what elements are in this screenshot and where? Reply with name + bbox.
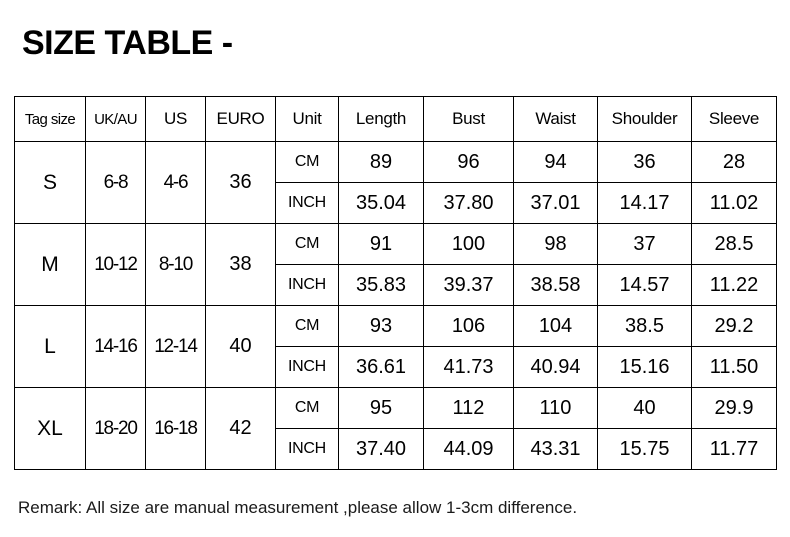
cell-tag-size: XL: [14, 387, 86, 470]
cell-sleeve-inch: 11.77: [691, 428, 777, 470]
cell-us: 8-10: [145, 223, 206, 306]
column-header-unit: Unit: [275, 96, 339, 142]
table-row: M 10-12 8-10 38 CM 91 100 98 37 28.5: [14, 223, 777, 306]
column-header-euro: EURO: [205, 96, 276, 142]
cell-shoulder-inch: 14.17: [597, 182, 692, 224]
table-row: INCH 36.61 41.73 40.94 15.16 11.50: [15, 346, 777, 388]
cell-shoulder-inch: 15.75: [597, 428, 692, 470]
cell-unit-inch: INCH: [275, 264, 339, 306]
header-row: Tag size UK/AU US EURO Unit Length Bust …: [14, 96, 777, 142]
cell-bust-inch: 39.37: [423, 264, 514, 306]
cell-waist-inch: 38.58: [513, 264, 598, 306]
cell-tag-size: M: [14, 223, 86, 306]
cell-euro: 40: [205, 305, 276, 388]
column-header-shoulder: Shoulder: [597, 96, 692, 142]
cell-us: 4-6: [145, 141, 206, 224]
cell-length-inch: 37.40: [338, 428, 424, 470]
page-title: SIZE TABLE -: [22, 24, 233, 62]
column-header-uk-au: UK/AU: [85, 96, 146, 142]
cell-length-cm: 93: [338, 305, 424, 347]
cell-length-cm: 89: [338, 141, 424, 183]
cell-uk-au: 6-8: [85, 141, 146, 224]
column-header-waist: Waist: [513, 96, 598, 142]
cell-bust-cm: 106: [423, 305, 514, 347]
cell-tag-size: L: [14, 305, 86, 388]
table-body: S 6-8 4-6 36 CM 89 96 94 36 28 INCH 35.0…: [14, 141, 777, 470]
cell-unit-inch: INCH: [275, 346, 339, 388]
cell-sleeve-inch: 11.02: [691, 182, 777, 224]
cell-length-inch: 36.61: [338, 346, 424, 388]
cell-waist-cm: 98: [513, 223, 598, 265]
cell-unit-inch: INCH: [275, 428, 339, 470]
table-row: INCH 35.83 39.37 38.58 14.57 11.22: [15, 264, 777, 306]
cell-unit-cm: CM: [275, 223, 339, 265]
cell-uk-au: 14-16: [85, 305, 146, 388]
cell-unit-cm: CM: [275, 305, 339, 347]
cell-bust-inch: 41.73: [423, 346, 514, 388]
cell-length-inch: 35.04: [338, 182, 424, 224]
cell-shoulder-inch: 14.57: [597, 264, 692, 306]
cell-length-cm: 91: [338, 223, 424, 265]
cell-shoulder-cm: 40: [597, 387, 692, 429]
remark-text: Remark: All size are manual measurement …: [18, 498, 578, 517]
cell-euro: 38: [205, 223, 276, 306]
table-row: INCH 35.04 37.80 37.01 14.17 11.02: [15, 182, 777, 224]
size-table-container: Tag size UK/AU US EURO Unit Length Bust …: [14, 96, 777, 470]
cell-bust-inch: 44.09: [423, 428, 514, 470]
table-header: Tag size UK/AU US EURO Unit Length Bust …: [14, 96, 777, 142]
cell-length-inch: 35.83: [338, 264, 424, 306]
cell-sleeve-cm: 29.9: [691, 387, 777, 429]
column-header-bust: Bust: [423, 96, 514, 142]
cell-waist-inch: 40.94: [513, 346, 598, 388]
cell-us: 12-14: [145, 305, 206, 388]
cell-length-cm: 95: [338, 387, 424, 429]
cell-euro: 42: [205, 387, 276, 470]
table-row: INCH 37.40 44.09 43.31 15.75 11.77: [15, 428, 777, 470]
column-header-sleeve: Sleeve: [691, 96, 777, 142]
cell-unit-inch: INCH: [275, 182, 339, 224]
cell-bust-inch: 37.80: [423, 182, 514, 224]
cell-uk-au: 10-12: [85, 223, 146, 306]
table-row: L 14-16 12-14 40 CM 93 106 104 38.5 29.2: [14, 305, 777, 388]
column-header-tag-size: Tag size: [14, 96, 86, 142]
cell-waist-inch: 37.01: [513, 182, 598, 224]
cell-shoulder-cm: 36: [597, 141, 692, 183]
cell-shoulder-cm: 37: [597, 223, 692, 265]
cell-sleeve-inch: 11.22: [691, 264, 777, 306]
cell-uk-au: 18-20: [85, 387, 146, 470]
size-table: Tag size UK/AU US EURO Unit Length Bust …: [14, 96, 777, 470]
cell-bust-cm: 96: [423, 141, 514, 183]
cell-unit-cm: CM: [275, 141, 339, 183]
cell-us: 16-18: [145, 387, 206, 470]
cell-waist-cm: 110: [513, 387, 598, 429]
cell-bust-cm: 112: [423, 387, 514, 429]
cell-waist-cm: 104: [513, 305, 598, 347]
cell-shoulder-cm: 38.5: [597, 305, 692, 347]
cell-waist-cm: 94: [513, 141, 598, 183]
cell-unit-cm: CM: [275, 387, 339, 429]
table-row: S 6-8 4-6 36 CM 89 96 94 36 28: [14, 141, 777, 224]
cell-sleeve-cm: 28.5: [691, 223, 777, 265]
column-header-length: Length: [338, 96, 424, 142]
cell-euro: 36: [205, 141, 276, 224]
cell-bust-cm: 100: [423, 223, 514, 265]
cell-tag-size: S: [14, 141, 86, 224]
cell-shoulder-inch: 15.16: [597, 346, 692, 388]
cell-sleeve-cm: 28: [691, 141, 777, 183]
cell-sleeve-cm: 29.2: [691, 305, 777, 347]
column-header-us: US: [145, 96, 206, 142]
table-row: XL 18-20 16-18 42 CM 95 112 110 40 29.9: [14, 387, 777, 470]
cell-sleeve-inch: 11.50: [691, 346, 777, 388]
cell-waist-inch: 43.31: [513, 428, 598, 470]
